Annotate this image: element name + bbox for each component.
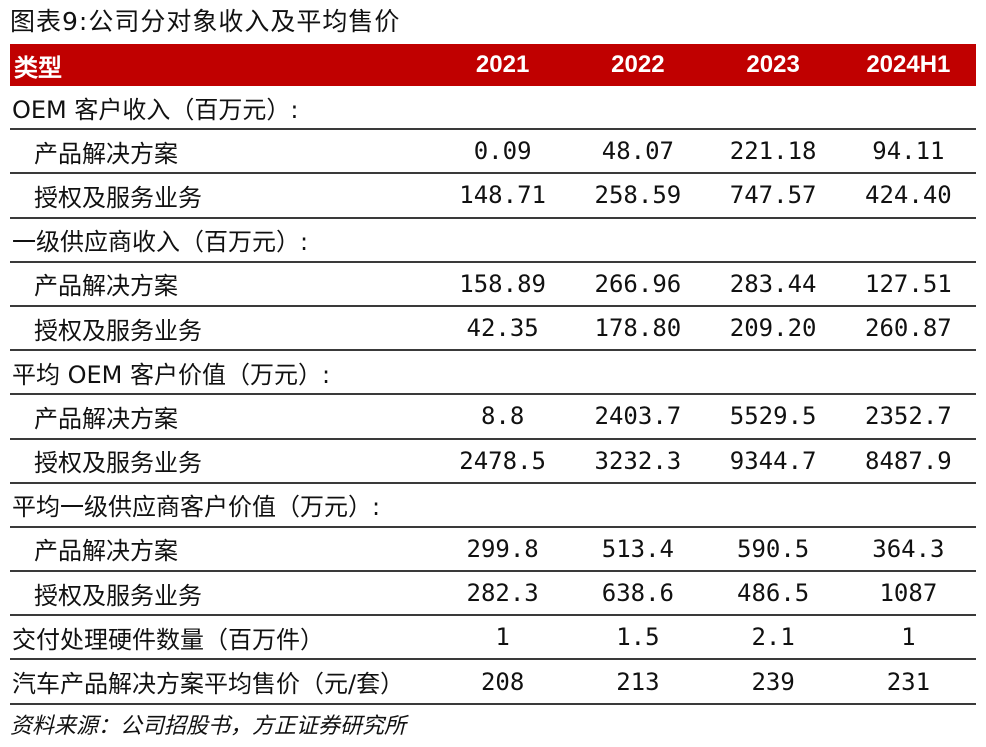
row-label: 产品解决方案 bbox=[34, 537, 178, 566]
table-row: 平均一级供应商客户价值（万元）: bbox=[10, 484, 976, 528]
row-value: 8487.9 bbox=[865, 446, 952, 475]
row-label: 平均 OEM 客户价值（万元）: bbox=[12, 360, 331, 389]
row-value: 1 bbox=[495, 623, 510, 652]
row-value: 590.5 bbox=[737, 534, 810, 563]
row-label: 授权及服务业务 bbox=[34, 449, 202, 478]
table-row: 平均 OEM 客户价值（万元）: bbox=[10, 351, 976, 396]
row-value: 148.71 bbox=[459, 181, 546, 210]
row-value: 209.20 bbox=[729, 314, 817, 343]
row-value: 239 bbox=[751, 667, 795, 696]
row-value: 9344.7 bbox=[729, 446, 817, 475]
table-row: 交付处理硬件数量（百万件） 1 1.5 2.1 1 bbox=[10, 616, 976, 661]
row-value: 260.87 bbox=[865, 314, 952, 343]
table-row: 授权及服务业务 42.35 178.80 209.20 260.87 bbox=[10, 307, 976, 352]
row-label: 产品解决方案 bbox=[34, 139, 178, 168]
revenue-table: 类型 2021 2022 2023 2024H1 OEM 客户收入（百万元）: 产… bbox=[10, 44, 976, 705]
row-value: 513.4 bbox=[601, 534, 674, 563]
row-value: 3232.3 bbox=[594, 446, 682, 475]
row-value: 282.3 bbox=[466, 579, 539, 608]
header-year-2023: 2023 bbox=[746, 51, 800, 78]
row-value: 2352.7 bbox=[865, 402, 952, 431]
table-row: 授权及服务业务 2478.5 3232.3 9344.7 8487.9 bbox=[10, 440, 976, 484]
table-row: OEM 客户收入（百万元）: bbox=[10, 86, 976, 131]
row-value: 638.6 bbox=[601, 579, 674, 608]
row-value: 747.57 bbox=[729, 181, 817, 210]
table-body: OEM 客户收入（百万元）: 产品解决方案 0.09 48.07 221.18 94.11… bbox=[10, 86, 976, 705]
row-value: 0.09 bbox=[473, 137, 532, 166]
row-value: 178.80 bbox=[594, 314, 682, 343]
row-label: 汽车产品解决方案平均售价（元/套） bbox=[12, 670, 405, 699]
row-value: 208 bbox=[480, 667, 525, 696]
row-value: 231 bbox=[886, 667, 931, 696]
row-value: 2478.5 bbox=[459, 446, 546, 475]
row-value: 1087 bbox=[879, 579, 938, 608]
table-row: 产品解决方案 299.8 513.4 590.5 364.3 bbox=[10, 528, 976, 573]
header-year-2021: 2021 bbox=[475, 51, 530, 78]
row-value: 299.8 bbox=[466, 534, 539, 563]
row-label: 授权及服务业务 bbox=[34, 581, 202, 610]
header-year-2022: 2022 bbox=[611, 51, 665, 78]
row-label: 授权及服务业务 bbox=[34, 316, 202, 345]
table-row: 一级供应商收入（百万元）: bbox=[10, 219, 976, 263]
row-value: 213 bbox=[616, 667, 660, 696]
table-row: 汽车产品解决方案平均售价（元/套） 208 213 239 231 bbox=[10, 660, 976, 705]
row-value: 364.3 bbox=[872, 534, 945, 563]
table-row: 授权及服务业务 148.71 258.59 747.57 424.40 bbox=[10, 174, 976, 219]
row-label: 平均一级供应商客户价值（万元）: bbox=[12, 493, 381, 522]
table-row: 产品解决方案 8.8 2403.7 5529.5 2352.7 bbox=[10, 395, 976, 440]
table-title: 图表9:公司分对象收入及平均售价 bbox=[10, 7, 401, 36]
row-value: 266.96 bbox=[594, 269, 682, 298]
table-row: 产品解决方案 0.09 48.07 221.18 94.11 bbox=[10, 130, 976, 175]
row-value: 158.89 bbox=[459, 269, 546, 298]
header-year-2024h1: 2024H1 bbox=[866, 51, 951, 78]
row-value: 221.18 bbox=[729, 137, 817, 166]
row-value: 5529.5 bbox=[729, 402, 817, 431]
row-value: 424.40 bbox=[865, 181, 952, 210]
row-value: 94.11 bbox=[872, 137, 945, 166]
table-header: 类型 2021 2022 2023 2024H1 bbox=[10, 44, 976, 86]
row-label: 一级供应商收入（百万元）: bbox=[12, 228, 309, 257]
row-value: 8.8 bbox=[480, 402, 525, 431]
row-label: OEM 客户收入（百万元）: bbox=[12, 95, 299, 124]
header-type-label: 类型 bbox=[14, 53, 62, 82]
row-label: 交付处理硬件数量（百万件） bbox=[12, 625, 324, 654]
row-value: 1 bbox=[901, 623, 916, 652]
table-row: 产品解决方案 158.89 266.96 283.44 127.51 bbox=[10, 263, 976, 307]
row-value: 2403.7 bbox=[594, 402, 682, 431]
row-value: 42.35 bbox=[466, 314, 539, 343]
row-label: 授权及服务业务 bbox=[34, 183, 202, 212]
table-row: 授权及服务业务 282.3 638.6 486.5 1087 bbox=[10, 572, 976, 617]
row-value: 486.5 bbox=[737, 579, 810, 608]
source-note: 资料来源：公司招股书，方正证券研究所 bbox=[10, 714, 407, 739]
row-label: 产品解决方案 bbox=[34, 272, 178, 301]
row-value: 2.1 bbox=[751, 623, 795, 652]
row-value: 127.51 bbox=[865, 269, 952, 298]
row-value: 283.44 bbox=[729, 269, 817, 298]
row-label: 产品解决方案 bbox=[34, 404, 178, 433]
row-value: 258.59 bbox=[594, 181, 682, 210]
row-value: 1.5 bbox=[616, 623, 660, 652]
row-value: 48.07 bbox=[601, 137, 674, 166]
